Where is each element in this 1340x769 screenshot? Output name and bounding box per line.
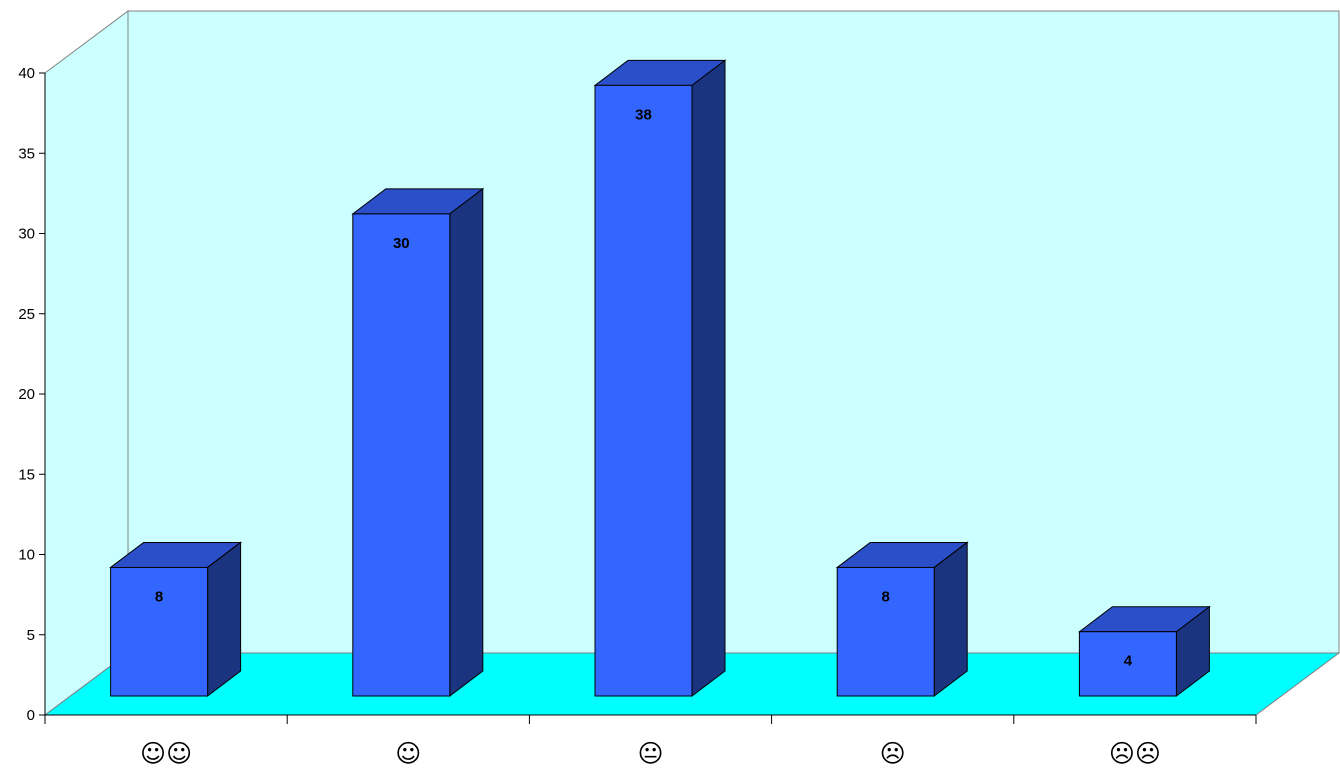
y-tick-label: 20	[18, 386, 35, 403]
x-category-label: ☹	[880, 739, 906, 768]
bar-side	[449, 187, 484, 698]
back-wall	[127, 10, 1340, 654]
data-label: 8	[882, 588, 890, 605]
bar-front	[352, 213, 451, 697]
bar	[593, 59, 727, 698]
y-tick-label: 35	[18, 145, 35, 162]
bar-front	[1078, 631, 1177, 697]
data-label: 30	[393, 235, 410, 252]
bar	[1077, 605, 1211, 698]
bar-side	[207, 541, 242, 698]
bar-side	[933, 541, 968, 698]
bar	[109, 541, 243, 698]
y-tick-label: 5	[27, 627, 35, 644]
bar-side	[691, 59, 726, 698]
bar	[351, 187, 485, 698]
y-tick-label: 15	[18, 466, 35, 483]
x-category-label: 😐	[637, 739, 663, 768]
bar-front	[836, 566, 935, 697]
x-axis: ☺☺ ☺ 😐 ☹ ☹☹	[44, 714, 1257, 768]
y-tick-label: 40	[18, 65, 35, 82]
y-tick-label: 30	[18, 226, 35, 243]
data-label: 38	[635, 106, 652, 123]
y-tick-label: 10	[18, 547, 35, 564]
bars	[109, 59, 1211, 698]
y-tick-label: 25	[18, 306, 35, 323]
x-category-label: ☺☺	[140, 739, 192, 768]
data-label: 8	[155, 588, 163, 605]
x-category-label: ☺	[395, 739, 421, 768]
x-category-label: ☹☹	[1109, 739, 1161, 768]
data-labels: 8 30 38 8 4	[155, 106, 1133, 669]
bar-front	[594, 84, 693, 697]
y-tick-label: 0	[27, 707, 35, 724]
data-label: 4	[1124, 653, 1133, 670]
bar-front	[110, 566, 209, 697]
bar	[835, 541, 969, 698]
y-axis: 0 5 10 15 20 25 30 35 40	[18, 65, 46, 724]
